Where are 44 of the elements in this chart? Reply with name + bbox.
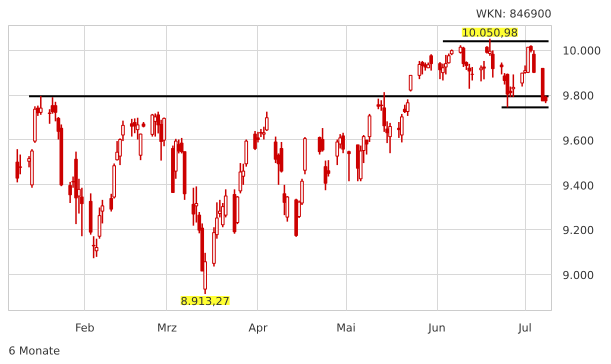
candlestick (438, 61, 442, 80)
candlestick (532, 49, 536, 74)
annotation: 8.913,27 (180, 295, 230, 308)
candlestick (341, 132, 345, 154)
candlestick (253, 130, 257, 151)
candlestick (376, 98, 380, 110)
y-tick-label: 9.400 (562, 179, 594, 192)
candlestick (406, 98, 410, 117)
y-tick-label: 9.200 (562, 224, 594, 238)
y-tick-label: 9.800 (562, 90, 594, 103)
x-tick-label: Jul (517, 322, 532, 334)
annotation: 10.050,98 (462, 26, 518, 40)
x-tick-label: Jun (427, 322, 446, 334)
candlestick (238, 162, 242, 194)
candlestick (462, 46, 466, 68)
candlestick (512, 74, 516, 98)
candlestick (479, 64, 483, 82)
x-tick-label: Apr (248, 322, 268, 334)
candlestick (506, 72, 510, 108)
x-tick-label: Mai (336, 322, 356, 334)
candlestick (408, 74, 412, 92)
candlestick (15, 148, 20, 184)
candlestick (92, 235, 96, 259)
candlestick (368, 113, 372, 143)
candlestick (347, 150, 351, 182)
candlestick (388, 122, 392, 154)
candlestick (482, 60, 486, 80)
y-tick-label: 10.000 (562, 44, 601, 58)
candlestick (429, 53, 433, 72)
candlestick (150, 113, 154, 138)
text: 6 Monate (8, 344, 60, 358)
candlestick (467, 63, 472, 90)
x-tick-label: Mrz (157, 322, 178, 334)
candlestick (38, 95, 43, 116)
candlestick (418, 60, 422, 80)
candlestick (400, 113, 404, 144)
candlestick (324, 160, 328, 191)
candlestick (420, 60, 424, 76)
y-tick-label: 9.000 (562, 269, 594, 282)
candlestick (320, 127, 324, 152)
candlestick (94, 238, 98, 258)
x-tick-label: Feb (75, 322, 95, 334)
text: WKN: 846900 (476, 8, 552, 20)
y-tick-label: 9.600 (562, 134, 594, 148)
